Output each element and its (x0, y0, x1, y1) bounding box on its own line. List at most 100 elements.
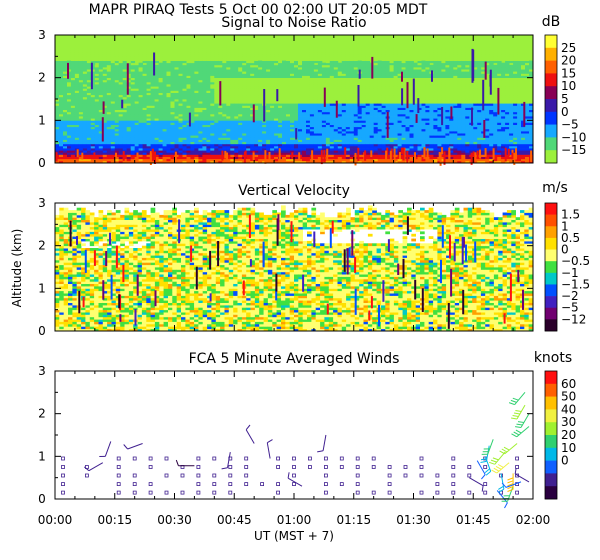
snr-cell (286, 105, 291, 108)
snr-cell (401, 109, 406, 113)
snr-cell (345, 135, 351, 138)
snr-cell (381, 73, 386, 76)
snr-cell (234, 62, 239, 66)
snr-cell (94, 90, 100, 93)
snr-cell (309, 49, 315, 53)
snr-cell (278, 94, 283, 98)
snr-cell (154, 135, 159, 138)
snr-cell (114, 126, 120, 130)
snr-cell (146, 145, 151, 149)
snr-cell (110, 109, 116, 113)
snr-cell (122, 109, 128, 113)
snr-cell (357, 94, 363, 98)
snr-cell (302, 56, 307, 59)
snr-cell (158, 92, 163, 96)
snr-cell (146, 152, 151, 155)
snr-cell (250, 158, 255, 162)
snr-cell (278, 92, 283, 96)
snr-cell (138, 143, 143, 147)
snr-cell (381, 62, 386, 66)
snr-cell (218, 131, 223, 134)
snr-cell (178, 152, 183, 155)
snr-cell (397, 58, 402, 61)
snr-cell (274, 126, 279, 130)
snr-cell (178, 118, 183, 121)
snr-cell (74, 156, 80, 160)
snr-cell (67, 71, 72, 74)
snr-cell (234, 116, 239, 119)
snr-cell (254, 160, 259, 164)
snr-cell (70, 84, 76, 87)
snr-cell (270, 69, 275, 72)
snr-cell (94, 75, 100, 78)
snr-cell (325, 52, 331, 55)
snr-cell (114, 69, 120, 72)
snr-cell (182, 69, 187, 72)
snr-cell (206, 73, 211, 76)
snr-cell (278, 145, 283, 149)
snr-cell (258, 118, 263, 121)
snr-cell (246, 105, 251, 108)
snr-cell (74, 73, 80, 76)
snr-cell (70, 120, 76, 123)
snr-cell (67, 73, 72, 76)
snr-cell (361, 103, 367, 106)
snr-cell (325, 71, 331, 74)
snr-cell (190, 92, 195, 96)
snr-cell (266, 126, 271, 130)
snr-cell (70, 109, 76, 113)
snr-cell (94, 150, 100, 153)
snr-cell (114, 139, 120, 142)
snr-cell (282, 148, 287, 151)
snr-cell (309, 118, 315, 121)
snr-cell (70, 103, 76, 106)
snr-cell (182, 118, 187, 121)
snr-cell (90, 62, 96, 66)
snr-cell (150, 73, 155, 76)
snr-cell (122, 79, 128, 83)
snr-cell (345, 79, 351, 83)
snr-cell (290, 75, 295, 78)
snr-cell (274, 56, 279, 59)
snr-cell (206, 75, 211, 78)
snr-cell (70, 137, 76, 140)
snr-cell (274, 131, 279, 134)
snr-cell (198, 94, 203, 98)
snr-cell (353, 105, 359, 108)
snr-cell (174, 96, 179, 100)
snr-cell (357, 67, 363, 70)
snr-cell (365, 124, 371, 128)
snr-cell (341, 73, 347, 76)
snr-cell (401, 126, 406, 130)
snr-cell (59, 45, 64, 49)
snr-cell (250, 43, 255, 46)
snr-cell (134, 139, 140, 142)
snr-cell (349, 113, 355, 117)
snr-cell (186, 116, 191, 119)
snr-cell (174, 47, 179, 51)
snr-cell (63, 94, 68, 98)
snr-cell (110, 113, 116, 117)
snr-cell (70, 101, 76, 104)
snr-cell (106, 131, 112, 134)
snr-cell (102, 86, 108, 89)
snr-cell (70, 131, 76, 134)
snr-cell (146, 103, 151, 106)
snr-cell (345, 103, 351, 106)
snr-cell (254, 67, 259, 70)
snr-cell (134, 103, 140, 106)
snr-cell (98, 122, 104, 125)
snr-cell (86, 131, 92, 134)
snr-cell (134, 64, 140, 68)
snr-cell (282, 47, 287, 51)
snr-cell (230, 143, 235, 147)
snr-cell (90, 64, 96, 68)
snr-cell (238, 105, 243, 108)
snr-cell (286, 101, 291, 104)
snr-cell (401, 92, 406, 96)
snr-cell (385, 58, 390, 61)
snr-cell (222, 84, 227, 87)
snr-cell (381, 99, 386, 102)
snr-cell (365, 105, 371, 108)
snr-cell (385, 43, 390, 46)
